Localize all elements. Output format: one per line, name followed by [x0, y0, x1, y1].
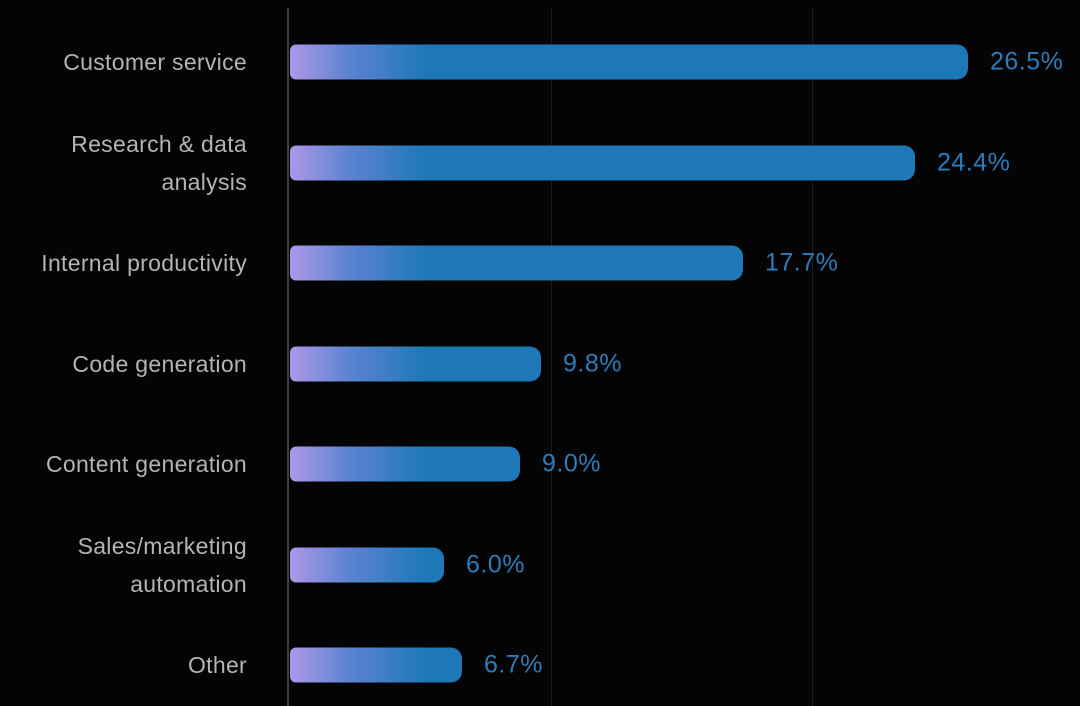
value-label: 9.8% [563, 349, 622, 378]
value-label: 26.5% [990, 47, 1064, 76]
bar [290, 245, 743, 281]
category-label-line: Customer service [63, 49, 247, 75]
category-label: Code generation [0, 345, 247, 383]
category-label: Sales/marketing automation [0, 527, 247, 603]
value-label: 9.0% [542, 449, 601, 478]
category-label-line: Other [187, 652, 247, 678]
category-label: Other [0, 646, 247, 684]
value-label: 24.4% [937, 148, 1011, 177]
category-label-line: Content generation [45, 451, 247, 477]
category-label-line: Research & data [71, 131, 247, 157]
category-label-line: Sales/marketing [77, 533, 247, 559]
vertical-gridline [812, 8, 813, 706]
bar [290, 44, 968, 80]
bar [290, 145, 915, 181]
category-label-line: Code generation [72, 351, 247, 377]
category-label-line: automation [130, 571, 247, 597]
bar [290, 346, 541, 382]
category-label: Customer service [0, 43, 247, 81]
category-label-line: Internal productivity [41, 250, 247, 276]
category-label-line: analysis [161, 169, 247, 195]
bar [290, 647, 462, 683]
value-label: 6.0% [466, 550, 525, 579]
value-label: 17.7% [765, 248, 839, 277]
vertical-gridline [551, 8, 552, 706]
bar [290, 446, 520, 482]
category-label: Research & data analysis [0, 125, 247, 201]
value-label: 6.7% [484, 650, 543, 679]
bar [290, 547, 444, 583]
category-label: Internal productivity [0, 244, 247, 282]
y-axis-line [287, 8, 289, 706]
category-label: Content generation [0, 445, 247, 483]
